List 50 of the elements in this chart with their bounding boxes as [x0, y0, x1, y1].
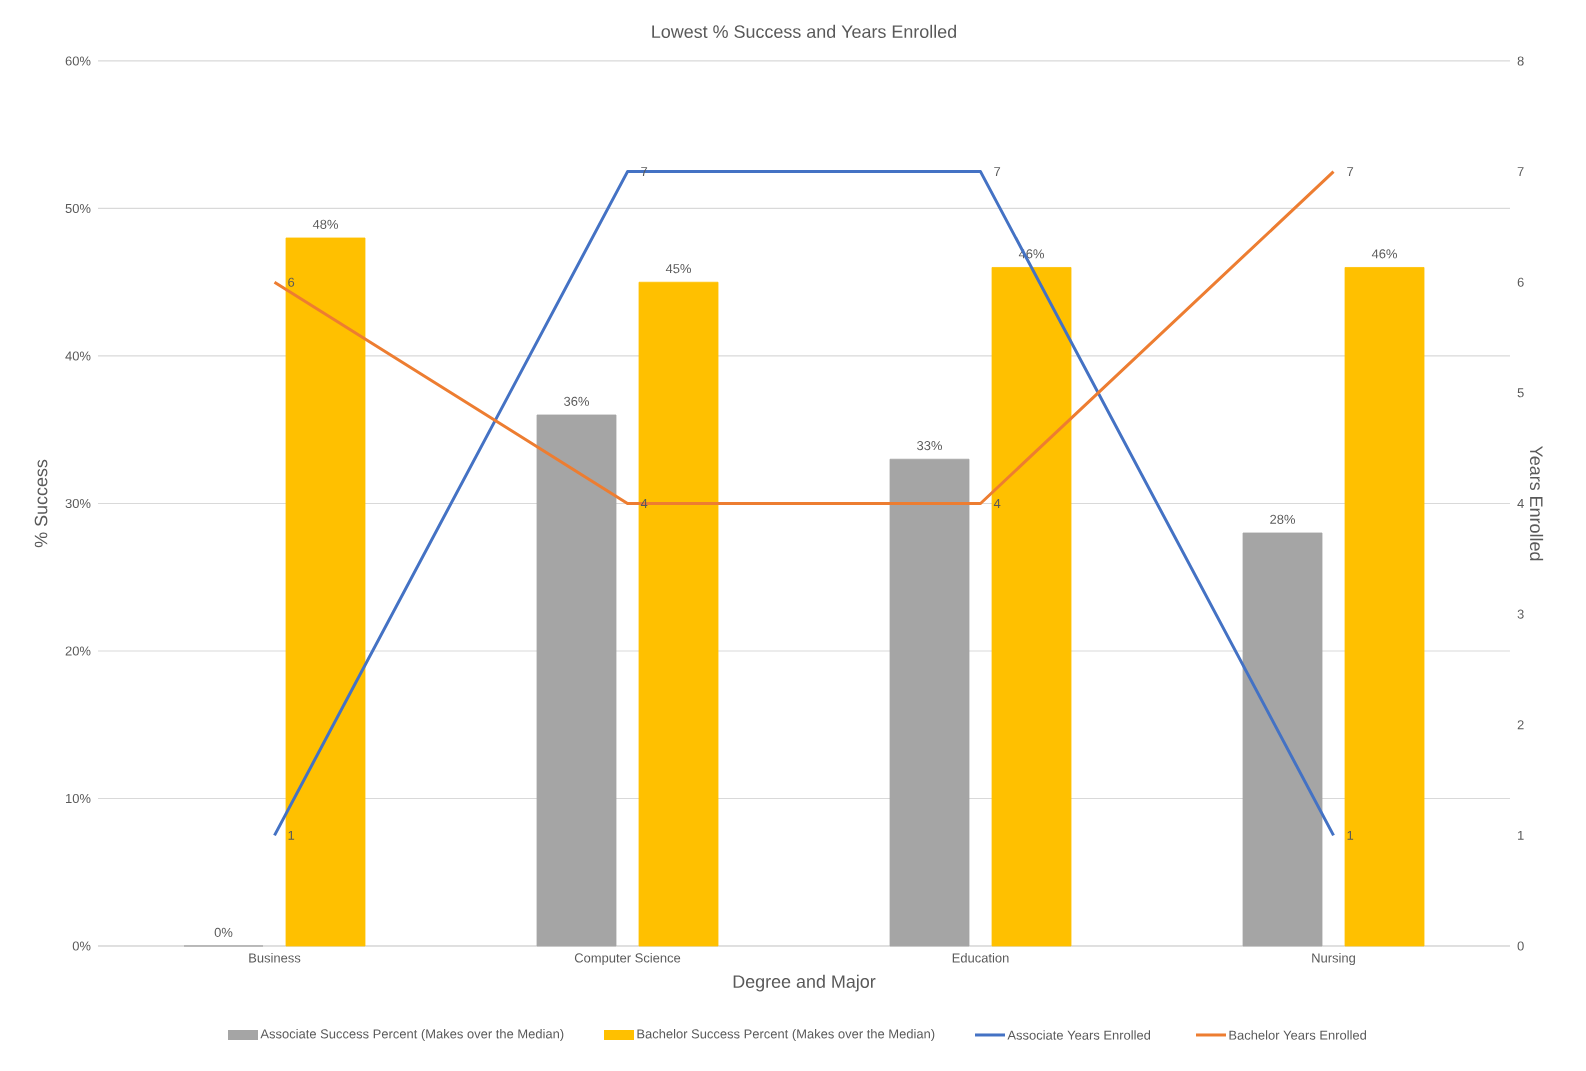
x-tick-label: Education — [952, 953, 1009, 963]
bar — [1344, 267, 1425, 947]
y2-axis-title: Years Enrolled — [1529, 445, 1544, 561]
bar — [991, 267, 1072, 947]
data-label: 0% — [214, 927, 233, 937]
data-label: 6 — [288, 277, 295, 287]
y2-tick-label: 2 — [1517, 720, 1524, 730]
bar — [536, 414, 617, 947]
x-tick-label: Nursing — [1312, 953, 1355, 966]
data-label: 46% — [1371, 249, 1397, 259]
y-tick-label: 50% — [65, 203, 91, 214]
y-tick-label: 30% — [65, 498, 91, 509]
x-tick-label: Business — [249, 953, 301, 963]
bar — [889, 458, 970, 947]
y2-tick-label: 4 — [1517, 499, 1524, 508]
data-label: 7 — [994, 167, 1001, 177]
data-label: 1 — [288, 830, 295, 840]
y-tick-label: 10% — [66, 793, 91, 804]
y2-tick-label: 7 — [1517, 167, 1524, 177]
y-tick-label: 60% — [65, 56, 91, 66]
y-tick-label: 20% — [65, 646, 91, 656]
y2-tick-label: 5 — [1517, 388, 1524, 398]
data-label: 48% — [312, 219, 338, 229]
y-tick-label: 0% — [72, 941, 91, 951]
data-label: 7 — [1347, 167, 1354, 177]
x-tick-label: Computer Science — [574, 953, 681, 966]
y2-tick-label: 6 — [1517, 277, 1524, 287]
legend-label: Associate Years Enrolled — [1007, 1030, 1151, 1040]
y-tick-label: 40% — [65, 351, 91, 361]
data-label: 1 — [1347, 830, 1354, 840]
data-label: 4 — [993, 499, 1001, 508]
legend-label: Bachelor Success Percent (Makes over the Median) — [637, 1028, 935, 1042]
data-label: 4 — [640, 499, 648, 508]
chart-title: Lowest % Success and Years Enrolled — [652, 24, 956, 38]
data-label: 36% — [564, 396, 589, 406]
legend-label: Associate Success Percent (Makes over the Median) — [260, 1028, 564, 1042]
y2-tick-label: 1 — [1518, 830, 1524, 840]
bar — [1242, 532, 1323, 947]
data-label: 28% — [1270, 514, 1295, 524]
data-label: 7 — [641, 167, 648, 177]
y2-tick-label: 8 — [1517, 56, 1524, 66]
data-label: 33% — [917, 441, 942, 451]
bar — [638, 281, 719, 947]
y2-tick-label: 0 — [1517, 941, 1524, 951]
x-axis-title: Degree and Major — [733, 974, 876, 992]
bar — [285, 237, 366, 947]
y2-tick-label: 3 — [1517, 609, 1524, 619]
legend-label: Bachelor Years Enrolled — [1229, 1030, 1367, 1040]
y-axis-title: % Success — [34, 459, 48, 548]
data-label: 45% — [665, 264, 691, 274]
